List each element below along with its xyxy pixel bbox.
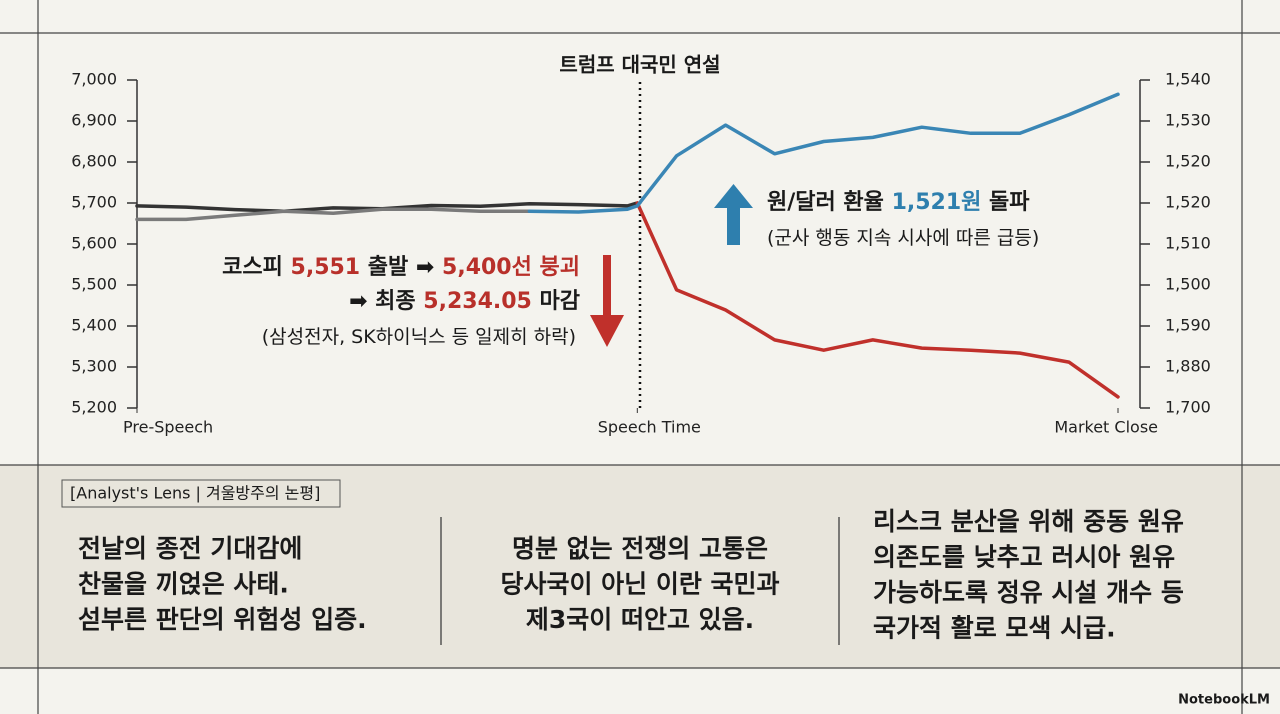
- watermark: NotebookLM: [1178, 693, 1270, 708]
- lens-text: 섣부른 판단의 위험성 입증.: [78, 605, 367, 634]
- series-line: [135, 207, 532, 222]
- lens-text: 당사국이 아닌 이란 국민과: [500, 570, 779, 599]
- lens-label-box: [61, 479, 341, 508]
- text: 원/달러 환율: [767, 190, 892, 215]
- y-tick-label: 5,600: [71, 234, 117, 253]
- y-tick-label: 6,800: [71, 152, 117, 171]
- annotation: ➡ 최종 5,234.05 마감: [349, 289, 580, 314]
- y-tick-label: 5,500: [71, 275, 117, 294]
- lens-text: 명분 없는 전쟁의 고통은: [512, 534, 768, 563]
- text: (군사 행동 지속 시사에 따른 급등): [767, 227, 1039, 249]
- x-tick-label: Speech Time: [598, 418, 701, 437]
- series-line: [635, 201, 1120, 399]
- text: 5,400선 붕괴: [442, 255, 580, 280]
- text: 5,234.05: [423, 289, 532, 314]
- y2-tick-label: 1,520: [1165, 193, 1211, 212]
- lens-text: 가능하도록 정유 시설 개수 등: [873, 578, 1184, 607]
- y2-tick-label: 1,520: [1165, 152, 1211, 171]
- lens-text: 찬물을 끼얹은 사태.: [78, 570, 289, 599]
- y2-tick-label: 1,700: [1165, 398, 1211, 417]
- lens-text: 전날의 종전 기대감에: [78, 534, 302, 563]
- lens-text: 의존도를 낮추고 러시아 원유: [873, 543, 1175, 572]
- text: 출발 ➡: [360, 255, 442, 280]
- text: ➡ 최종: [349, 289, 423, 314]
- annotation: (삼성전자, SK하이닉스 등 일제히 하락): [262, 326, 576, 348]
- lens-panel: [0, 465, 1280, 668]
- y-tick-label: 5,200: [71, 398, 117, 417]
- y2-tick-label: 1,530: [1165, 111, 1211, 130]
- y-tick-label: 5,400: [71, 316, 117, 335]
- y-tick-label: 7,000: [71, 70, 117, 89]
- lens-text: 국가적 활로 모색 시급.: [873, 614, 1116, 643]
- text: 5,551: [291, 255, 361, 280]
- annotation: 원/달러 환율 1,521원 돌파: [767, 190, 1030, 215]
- y2-tick-label: 1,880: [1165, 357, 1211, 376]
- event-label: 트럼프 대국민 연설: [559, 53, 720, 77]
- text: 마감: [532, 289, 580, 314]
- lens-label: [Analyst's Lens | 겨울방주의 논평]: [70, 484, 320, 503]
- text: 1,521원: [892, 190, 982, 215]
- y-tick-label: 6,900: [71, 111, 117, 130]
- y2-tick-label: 1,540: [1165, 70, 1211, 89]
- y-tick-label: 5,700: [71, 193, 117, 212]
- y2-tick-label: 1,500: [1165, 275, 1211, 294]
- series-line: [135, 201, 640, 213]
- up-arrow: [714, 184, 753, 245]
- text: 코스피: [222, 255, 290, 280]
- text: 돌파: [981, 190, 1030, 215]
- plot: 7,000 6,900 6,800 5,700 5,600 5,500 5,400 5,300…: [71, 70, 1211, 437]
- lens-text: 제3국이 떠안고 있음.: [526, 605, 754, 634]
- y2-tick-label: 1,510: [1165, 234, 1211, 253]
- series-line: [527, 92, 1120, 214]
- x-tick-label: Market Close: [1054, 418, 1158, 437]
- annotation: (군사 행동 지속 시사에 따른 급등): [767, 227, 1039, 249]
- annotation: 코스피 5,551 출발 ➡ 5,400선 붕괴: [222, 255, 580, 280]
- text: (삼성전자, SK하이닉스 등 일제히 하락): [262, 326, 576, 348]
- y-tick-label: 5,300: [71, 357, 117, 376]
- x-tick-label: Pre-Speech: [123, 418, 213, 437]
- down-arrow: [590, 255, 624, 347]
- y2-tick-label: 1,590: [1165, 316, 1211, 335]
- lens-text: 리스크 분산을 위해 중동 원유: [873, 507, 1184, 536]
